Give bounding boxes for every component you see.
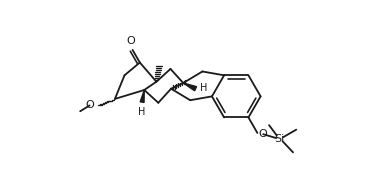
Text: Si: Si [274, 134, 285, 144]
Text: O: O [127, 36, 136, 46]
Text: H: H [138, 107, 145, 117]
Polygon shape [183, 83, 196, 91]
Text: H: H [200, 83, 208, 93]
Polygon shape [140, 90, 144, 103]
Text: O: O [86, 100, 94, 110]
Text: O: O [259, 129, 267, 139]
